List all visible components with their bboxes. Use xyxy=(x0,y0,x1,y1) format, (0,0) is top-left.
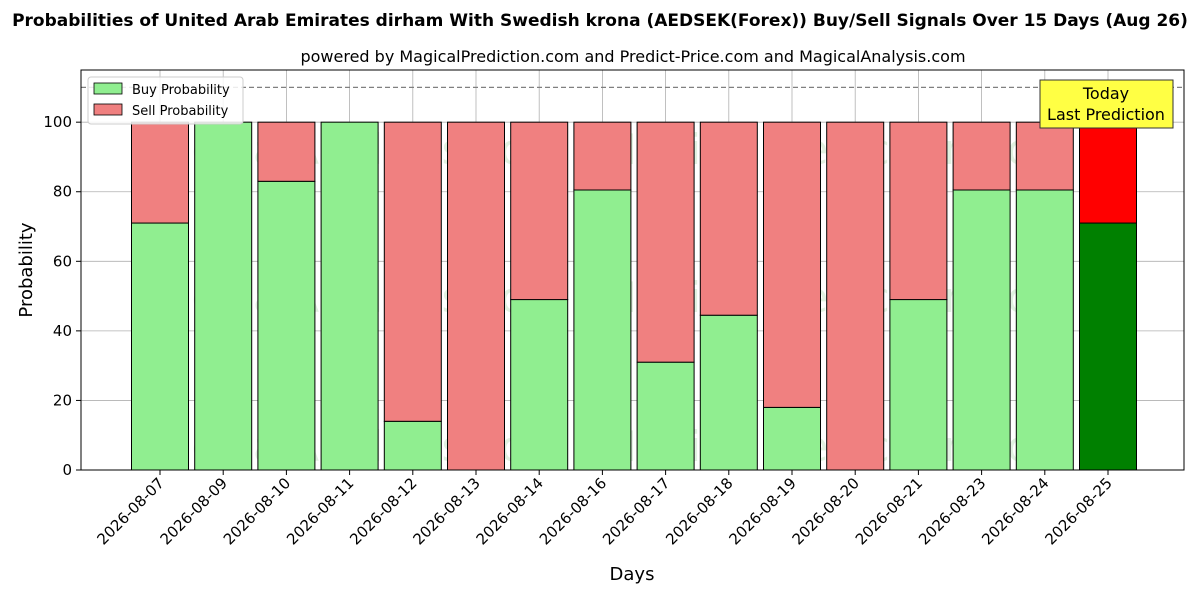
legend-sell-swatch xyxy=(93,103,123,116)
bar-sell-2026-08-07 xyxy=(131,121,189,224)
y-tick-label: 40 xyxy=(53,322,72,340)
x-tick-label: 2026-08-16 xyxy=(536,474,610,548)
bar-sell-2026-08-16 xyxy=(573,121,632,191)
bars-layer xyxy=(131,121,1137,471)
bar-buy-2026-08-12 xyxy=(383,420,442,471)
plot-frame xyxy=(80,69,1185,471)
chart-title: Probabilities of United Arab Emirates di… xyxy=(12,11,1188,31)
x-axis-ticks: 2026-08-072026-08-092026-08-102026-08-11… xyxy=(93,470,1116,548)
chart-subtitle: powered by MagicalPrediction.com and Pre… xyxy=(300,47,965,66)
bar-sell-2026-08-12 xyxy=(383,121,442,422)
bar-buy-2026-08-11 xyxy=(320,121,379,471)
legend-buy-swatch xyxy=(93,82,123,95)
x-tick-label: 2026-08-17 xyxy=(599,474,673,548)
today-annotation-box xyxy=(1039,79,1174,129)
x-tick-label: 2026-08-10 xyxy=(220,474,294,548)
x-tick-label: 2026-08-19 xyxy=(725,474,799,548)
y-tick-label: 100 xyxy=(43,113,72,131)
x-tick-label: 2026-08-25 xyxy=(1041,474,1115,548)
x-tick-label: 2026-08-20 xyxy=(789,474,863,548)
x-tick-label: 2026-08-09 xyxy=(157,474,231,548)
x-tick-label: 2026-08-13 xyxy=(409,474,483,548)
bar-buy-2026-08-24 xyxy=(1015,189,1074,471)
x-tick-label: 2026-08-12 xyxy=(346,474,420,548)
bar-buy-2026-08-09 xyxy=(194,121,253,471)
x-tick-label: 2026-08-24 xyxy=(978,474,1052,548)
x-tick-label: 2026-08-14 xyxy=(473,474,547,548)
x-axis-label: Days xyxy=(610,564,655,585)
bar-buy-2026-08-18 xyxy=(699,314,758,471)
bar-buy-2026-08-17 xyxy=(636,361,695,471)
bar-sell-2026-08-13 xyxy=(447,121,505,471)
x-tick-label: 2026-08-07 xyxy=(93,474,167,548)
bar-sell-2026-08-25 xyxy=(1079,121,1137,224)
x-tick-label: 2026-08-21 xyxy=(852,474,926,548)
bar-buy-2026-08-19 xyxy=(763,406,821,471)
bar-sell-2026-08-17 xyxy=(636,121,695,363)
bar-buy-2026-08-07 xyxy=(131,222,189,471)
legend: Buy Probability Sell Probability xyxy=(87,76,244,125)
bar-buy-2026-08-14 xyxy=(510,299,569,471)
today-annotation-line-1: Today xyxy=(1082,84,1129,103)
bar-buy-2026-08-10 xyxy=(257,180,316,471)
bar-sell-2026-08-20 xyxy=(826,121,885,471)
bar-buy-2026-08-16 xyxy=(573,189,632,471)
y-tick-label: 0 xyxy=(62,461,72,479)
bar-sell-2026-08-21 xyxy=(889,121,948,301)
bar-buy-2026-08-23 xyxy=(952,189,1011,471)
legend-buy-label: Buy Probability xyxy=(132,83,230,98)
legend-sell-label: Sell Probability xyxy=(132,104,229,119)
x-tick-label: 2026-08-18 xyxy=(662,474,736,548)
y-axis-label: Probability xyxy=(16,222,37,317)
bar-sell-2026-08-24 xyxy=(1015,121,1074,191)
bar-buy-2026-08-21 xyxy=(889,299,948,471)
bar-sell-2026-08-10 xyxy=(257,121,316,182)
legend-box xyxy=(87,76,244,125)
x-tick-label: 2026-08-23 xyxy=(915,474,989,548)
y-tick-label: 80 xyxy=(53,183,72,201)
x-tick-label: 2026-08-11 xyxy=(283,474,357,548)
y-tick-label: 20 xyxy=(53,391,72,409)
bar-sell-2026-08-23 xyxy=(952,121,1011,191)
bar-sell-2026-08-14 xyxy=(510,121,569,301)
bar-sell-2026-08-18 xyxy=(699,121,758,316)
bar-buy-2026-08-25 xyxy=(1079,222,1137,471)
y-tick-label: 60 xyxy=(53,252,72,270)
y-axis-ticks: 0 20 40 60 80 100 xyxy=(43,113,81,479)
today-annotation-line-2: Last Prediction xyxy=(1047,105,1165,124)
bar-sell-2026-08-19 xyxy=(763,121,821,408)
today-annotation: Today Last Prediction xyxy=(1039,79,1174,129)
